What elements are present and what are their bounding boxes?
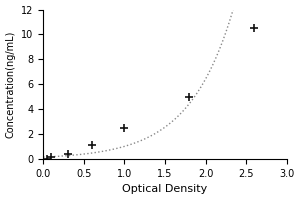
Y-axis label: Concentration(ng/mL): Concentration(ng/mL) (6, 31, 16, 138)
X-axis label: Optical Density: Optical Density (122, 184, 208, 194)
